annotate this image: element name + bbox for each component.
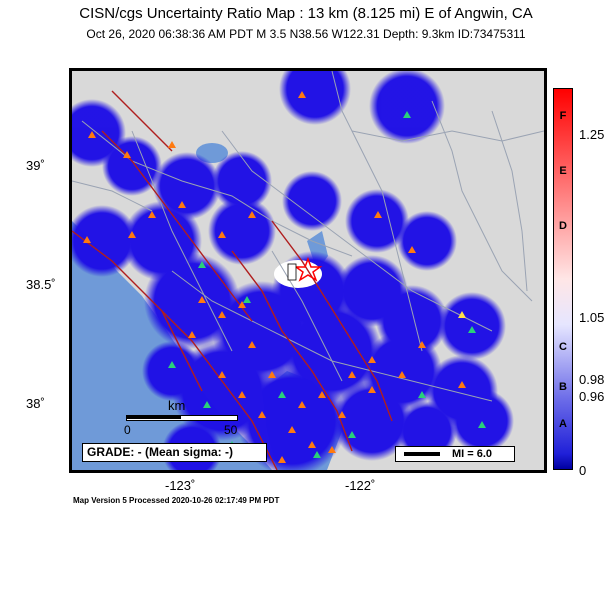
map-title: CISN/cgs Uncertainty Ratio Map : 13 km (…	[79, 5, 533, 22]
mi-legend-text: MI = 6.0	[452, 448, 493, 460]
map-canvas	[72, 71, 544, 470]
colorbar-letter-f: F	[559, 110, 567, 122]
scale-unit: km	[168, 398, 186, 413]
colorbar-letter-a: A	[559, 418, 567, 430]
lat-label-38: 38˚	[26, 396, 45, 411]
colorbar-letter-c: C	[559, 341, 567, 353]
uncertainty-coverage	[72, 71, 514, 470]
colorbar-letter-d: D	[559, 220, 567, 232]
scale-bar: km 0 50	[124, 398, 250, 440]
lon-label-123: -123˚	[165, 478, 196, 493]
uncertainty-map	[69, 68, 547, 473]
grade-box: GRADE: - (Mean sigma: -)	[82, 443, 267, 462]
epicenter-gap	[274, 260, 322, 288]
event-details: Oct 26, 2020 06:38:36 AM PDT M 3.5 N38.5…	[86, 27, 526, 41]
scale-start: 0	[124, 423, 131, 437]
lat-label-39: 39˚	[26, 158, 45, 173]
lat-label-38-5: 38.5˚	[26, 277, 56, 292]
epicenter-marker	[287, 256, 323, 282]
mi-legend-bar	[404, 452, 440, 456]
colorbar-letter-e: E	[559, 165, 567, 177]
uncertainty-colorbar	[553, 88, 573, 470]
colorbar-letter-b: B	[559, 381, 567, 393]
map-version-footer: Map Version 5 Processed 2020-10-26 02:17…	[73, 496, 280, 505]
colorbar-tick-1-25: 1.25	[579, 127, 605, 142]
scale-end: 50	[224, 423, 238, 437]
scale-bar-fill	[126, 415, 181, 419]
colorbar-tick-0: 0	[579, 463, 587, 478]
colorbar-tick-1-05: 1.05	[579, 310, 605, 325]
lon-label-122: -122˚	[345, 478, 376, 493]
roads	[72, 71, 544, 402]
colorbar-tick-0-96: 0.96	[579, 389, 605, 404]
colorbar-tick-0-98: 0.98	[579, 372, 605, 387]
mi-legend: MI = 6.0	[395, 446, 515, 462]
